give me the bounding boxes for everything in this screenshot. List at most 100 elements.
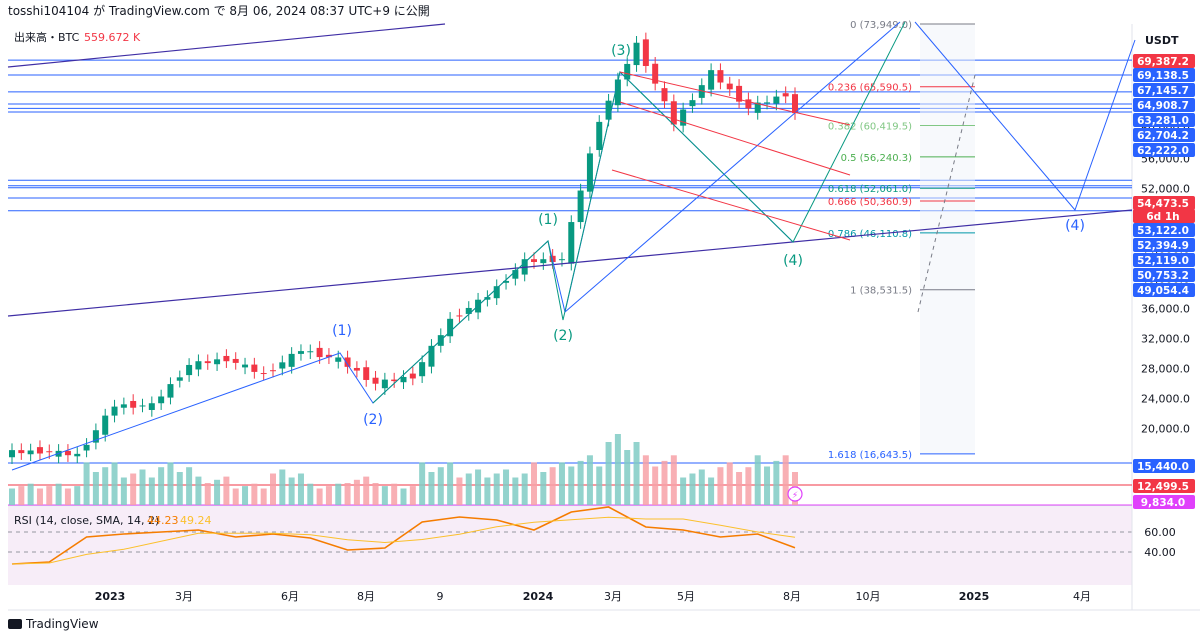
price-badge [1133, 143, 1195, 157]
price-tick-label: 24,000.0 [1141, 393, 1190, 406]
channel-lower [611, 169, 851, 241]
time-tick-label: 5月 [677, 590, 695, 603]
volume-bar [335, 483, 342, 505]
volume-bar [484, 477, 491, 505]
volume-bar [111, 462, 118, 505]
candle-body [120, 404, 127, 408]
volume-bar [670, 455, 677, 505]
long-trend-line [7, 209, 1133, 317]
volume-bar [176, 472, 183, 505]
candle-body [680, 109, 687, 126]
time-tick-label: 6月 [281, 590, 299, 603]
candle-body [512, 270, 519, 279]
price-badge [1133, 128, 1195, 142]
candle-body [18, 450, 25, 454]
wave-count-green [372, 21, 906, 404]
candle-body [642, 39, 649, 67]
price-badge [1133, 268, 1195, 282]
candle-body [92, 430, 99, 443]
volume-bar [596, 466, 603, 505]
price-badge [1133, 54, 1195, 68]
alert-icon-glyph: ⚡ [792, 491, 798, 501]
price-badge-text: 63,281.0 [1137, 115, 1189, 127]
volume-bar [27, 483, 34, 505]
candle-body [465, 307, 472, 314]
volume-bar [745, 467, 752, 505]
volume-bar [158, 467, 165, 505]
candle-body [400, 376, 407, 383]
candle-body [773, 96, 780, 104]
time-tick-label: 3月 [175, 590, 193, 603]
candle-body [288, 353, 295, 367]
price-badge [1133, 495, 1195, 509]
volume-bar [773, 460, 780, 505]
fib-background [920, 24, 975, 454]
volume-bar [568, 466, 575, 505]
candle-body [531, 259, 537, 262]
upper-trend-line [7, 23, 446, 68]
candle-body [64, 450, 71, 456]
fib-level-label: 0 (73,949.0) [850, 20, 912, 31]
volume-bar [214, 479, 221, 505]
volume-bar [586, 455, 593, 505]
volume-bar [614, 434, 621, 505]
candle-body [484, 297, 491, 300]
volume-bar [9, 488, 15, 505]
candle-body [232, 358, 239, 363]
volume-bar [558, 462, 565, 505]
volume-bar [400, 488, 407, 505]
fib-level-label: 1.618 (16,643.5) [828, 450, 912, 461]
volume-bar [521, 473, 528, 505]
candle-body [764, 102, 771, 104]
volume-bar [260, 488, 267, 505]
volume-legend-value: 559.672 K [84, 31, 141, 44]
volume-bar [447, 462, 454, 505]
volume-bar [353, 479, 360, 505]
volume-bar [475, 469, 482, 505]
candle-body [717, 70, 724, 83]
candle-body [754, 102, 761, 113]
volume-bar [372, 483, 379, 505]
candle-body [568, 222, 575, 264]
rsi-legend-value: 44.23 [147, 514, 179, 527]
rsi-tick-label: 40.00 [1144, 546, 1176, 559]
volume-bar [633, 442, 640, 505]
price-tick-label: 36,000.0 [1141, 303, 1190, 316]
candle-body [614, 79, 621, 106]
fib-level-label: 0.236 (65,590.5) [828, 83, 912, 94]
tradingview-logo[interactable]: TradingView [8, 617, 99, 631]
price-badge-text: 53,122.0 [1137, 225, 1189, 237]
time-tick-label: 8月 [783, 590, 801, 603]
volume-bar [717, 467, 724, 505]
candle-body [74, 453, 81, 457]
price-badge [1133, 283, 1195, 297]
price-tick-label: 20,000.0 [1141, 423, 1190, 436]
candle-body [605, 100, 612, 120]
candle-body [195, 361, 202, 370]
volume-bar [18, 486, 25, 505]
volume-bar [232, 488, 239, 505]
volume-bar [493, 473, 500, 505]
volume-bar [549, 467, 556, 505]
volume-bar [465, 473, 472, 505]
wave-label: (4) [783, 253, 803, 269]
volume-bar [642, 455, 649, 505]
candle-body [344, 357, 351, 367]
fib-level-label: 0.618 (52,061.0) [828, 184, 912, 195]
volume-bar [624, 450, 631, 505]
volume-bar [782, 455, 789, 505]
candle-body [158, 396, 165, 404]
candle-body [214, 359, 221, 365]
volume-bar [503, 469, 510, 505]
price-badge-text: 6d 1h [1146, 211, 1179, 223]
volume-bar [288, 477, 295, 505]
price-badge [1133, 223, 1195, 237]
candle-body [698, 85, 705, 98]
rsi-legend-label: RSI (14, close, SMA, 14, 2) [14, 514, 159, 527]
volume-bar [223, 476, 230, 505]
volume-bar [242, 486, 249, 505]
volume-bar [74, 486, 81, 505]
candle-body [409, 373, 416, 379]
candle-body [726, 83, 733, 90]
